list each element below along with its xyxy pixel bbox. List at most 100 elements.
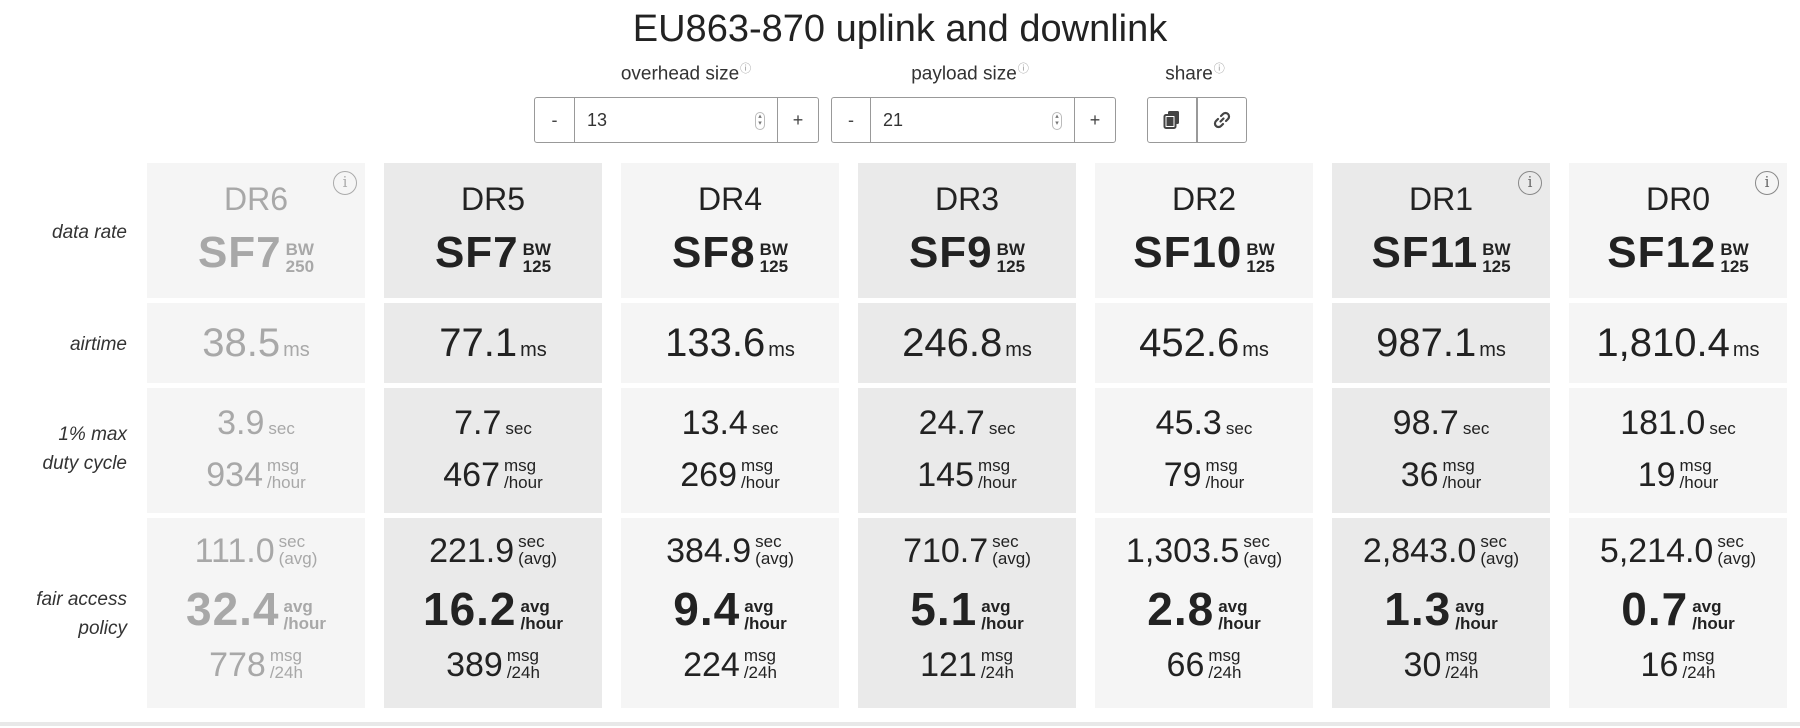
payload-info-icon[interactable]: ⓘ [1017,63,1029,75]
unit-msg: msg [503,456,537,475]
fair-seconds-line: 5,214.0 sec (avg) [1569,532,1787,571]
spreading-factor-value: SF7 [197,228,282,277]
duty-messages-unit: msg/hour [1680,457,1719,491]
unit-sec: sec [1717,532,1744,551]
payload-increment-button[interactable]: + [1074,97,1116,143]
duty-messages-line: 934 msg/hour [147,456,365,495]
payload-size-input[interactable]: 21 ▴ ▾ [871,97,1074,143]
cell-rate-dr5: DR5 SF7 BW 125 [384,163,602,298]
fair-average-unit: avg/hour [744,598,787,632]
info-icon[interactable]: i [1518,171,1542,195]
fair-average-line: 16.2 avg/hour [384,582,602,636]
unit-msg: msg [506,646,539,665]
duty-messages-value: 145 [917,456,974,494]
fair-messages-line: 224 msg/24h [621,646,839,685]
unit-avg-paren: (avg) [1717,549,1757,568]
fair-average-value: 0.7 [1621,583,1689,635]
cell-fair-dr1: 2,843.0 sec (avg) 1.3 avg/hour 30 msg/24h [1332,518,1550,708]
cell-rate-dr1: DR1 SF11 BW 125 i [1332,163,1550,298]
overhead-spinner-icon[interactable]: ▴ ▾ [755,112,765,130]
overhead-size-input[interactable]: 13 ▴ ▾ [575,97,777,143]
unit-avg: avg [744,597,774,616]
fair-messages-value: 224 [683,646,740,684]
cell-rate-dr0: DR0 SF12 BW 125 i [1569,163,1787,298]
unit-msg: msg [1208,646,1241,665]
unit-per-hour: /hour [1205,473,1245,492]
unit-avg: avg [520,597,550,616]
bandwidth-label: BW [285,240,314,259]
cell-duty-dr5: 7.7 sec 467 msg/hour [384,388,602,513]
spreading-factor: SF7 BW 125 [384,231,602,276]
duty-messages-line: 269 msg/hour [621,456,839,495]
airtime-unit: ms [768,339,795,361]
duty-messages-line: 467 msg/hour [384,456,602,495]
bandwidth-label: BW [996,240,1025,259]
bandwidth-value: 125 [1246,257,1275,276]
airtime-value-line: 452.6 ms [1095,321,1313,366]
share-label-text: share [1165,63,1213,85]
bandwidth-label: BW [522,240,551,259]
airtime-unit: ms [520,339,547,361]
fair-messages-value: 121 [920,646,977,684]
fair-messages-unit: msg/24h [270,647,303,681]
duty-messages-line: 79 msg/hour [1095,456,1313,495]
unit-msg: msg [743,646,776,665]
unit-avg-paren: (avg) [278,549,318,568]
payload-decrement-button[interactable]: - [831,97,871,143]
unit-per-hour: /hour [1442,473,1482,492]
row-label-duty-cycle-line1: 1% max [58,424,127,445]
fair-messages-value: 778 [209,646,266,684]
airtime-value-line: 133.6 ms [621,321,839,366]
unit-avg: avg [283,597,313,616]
fair-average-unit: avg/hour [1455,598,1498,632]
duty-seconds-value: 181.0 [1620,404,1706,442]
fair-average-unit: avg/hour [284,598,327,632]
share-info-icon[interactable]: ⓘ [1213,63,1225,75]
unit-per-24h: /24h [1208,663,1242,682]
fair-messages-value: 30 [1403,646,1442,684]
overhead-size-value: 13 [587,109,608,130]
fair-messages-line: 121 msg/24h [858,646,1076,685]
row-label-fair-access-line1: fair access [36,589,127,610]
duty-seconds-unit: sec [268,419,295,438]
fair-messages-unit: msg/24h [1682,647,1715,681]
bottom-divider [0,722,1800,726]
cell-fair-dr4: 384.9 sec (avg) 9.4 avg/hour 224 msg/24h [621,518,839,708]
bandwidth-value: 125 [1720,257,1749,276]
fair-seconds-unit: sec (avg) [755,533,794,567]
spreading-factor: SF7 BW 250 [147,228,365,277]
bandwidth-value: 125 [1482,257,1511,276]
fair-seconds-line: 1,303.5 sec (avg) [1095,532,1313,571]
unit-sec: sec [755,532,782,551]
fair-seconds-line: 2,843.0 sec (avg) [1332,532,1550,571]
unit-avg: avg [1455,597,1485,616]
spreading-factor-value: SF8 [671,228,756,277]
copy-button[interactable] [1147,97,1197,143]
overhead-info-icon[interactable]: ⓘ [740,63,752,75]
fair-seconds-value: 111.0 [194,532,275,570]
airtime-value-line: 246.8 ms [858,321,1076,366]
page-title: EU863-870 uplink and downlink [632,8,1168,50]
info-icon[interactable]: i [333,171,357,195]
bandwidth-label: BW [1720,240,1749,259]
duty-seconds-line: 181.0 sec [1569,404,1787,443]
row-label-data-rate: data rate [52,222,127,243]
fair-seconds-value: 221.9 [429,532,515,570]
duty-seconds-value: 45.3 [1155,404,1222,442]
cell-duty-dr6: 3.9 sec 934 msg/hour [147,388,365,513]
info-icon[interactable]: i [1755,171,1779,195]
duty-seconds-line: 13.4 sec [621,404,839,443]
overhead-decrement-button[interactable]: - [534,97,575,143]
row-label-fair-access: fair access policy [0,585,127,643]
share-link-button[interactable] [1197,97,1247,143]
payload-spinner-icon[interactable]: ▴ ▾ [1052,112,1062,130]
duty-messages-unit: msg/hour [978,457,1017,491]
fair-seconds-unit: sec (avg) [992,533,1031,567]
airtime-value: 452.6 [1139,321,1240,365]
share-label: shareⓘ [1145,60,1245,85]
unit-avg: avg [1218,597,1248,616]
cell-air-dr3: 246.8 ms [858,303,1076,383]
overhead-increment-button[interactable]: + [777,97,819,143]
duty-messages-value: 19 [1637,456,1676,494]
fair-average-line: 0.7 avg/hour [1569,582,1787,636]
